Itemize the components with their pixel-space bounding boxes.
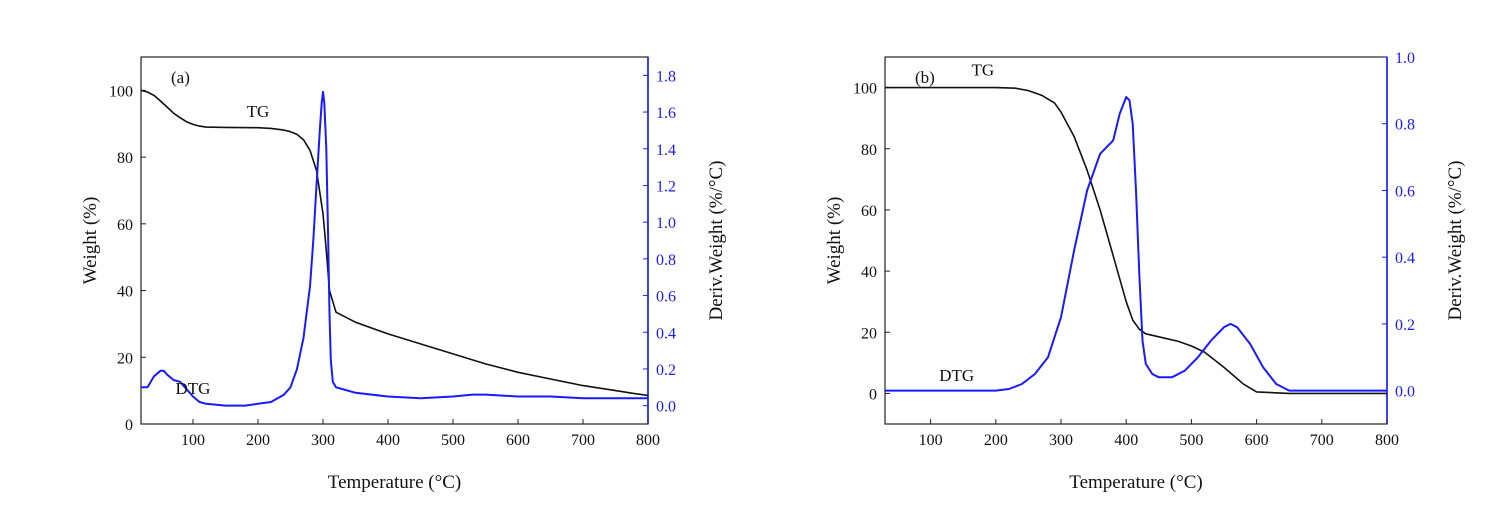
y-tick-label: 0: [125, 417, 133, 434]
x-tick-label: 200: [984, 432, 1008, 449]
y-tick-label: 40: [117, 284, 133, 301]
annotation-tg: TG: [247, 102, 270, 121]
y-right-tick-label: 0.2: [656, 362, 676, 379]
y-tick-label: 60: [117, 217, 133, 234]
y-right-tick-label: 0.4: [656, 325, 676, 342]
y-tick-label: 80: [117, 150, 133, 167]
x-tick-label: 200: [246, 432, 270, 449]
y-tick-label: 100: [109, 83, 133, 100]
x-tick-label: 300: [1049, 432, 1073, 449]
x-axis-label: Temperature (°C): [328, 472, 461, 493]
y-right-tick-label: 0.4: [1395, 250, 1415, 267]
series-line-tg: [885, 86, 1387, 395]
y-tick-label: 60: [861, 203, 877, 220]
x-tick-label: 500: [1179, 432, 1203, 449]
y-right-tick-label: 1.0: [1395, 50, 1415, 67]
chart-panel-a: 100 200 300 400 500 600 700 800 0 20 40 60 80 100 0.0 0…: [80, 56, 727, 493]
x-tick-label: 700: [1310, 432, 1334, 449]
y-tick-label: 0: [869, 386, 877, 403]
panel-label: (b): [915, 68, 935, 87]
y-right-tick-label: 1.4: [656, 142, 676, 159]
y-tick-label: 20: [117, 350, 133, 367]
x-tick-label: 400: [376, 432, 400, 449]
series-line-dtg: [885, 96, 1387, 392]
y-right-tick-label: 1.0: [656, 215, 676, 232]
y-right-tick-label: 1.8: [656, 68, 676, 85]
y-right-tick-label: 0.8: [1395, 117, 1415, 134]
y-right-axis-label: Deriv.Weight (%/°C): [706, 161, 727, 321]
annotation-dtg: DTG: [176, 379, 211, 398]
y-tick-label: 20: [861, 325, 877, 342]
y-right-tick-label: 1.2: [656, 178, 676, 195]
x-tick-label: 600: [1245, 432, 1269, 449]
y-tick-label: 80: [861, 142, 877, 159]
x-tick-label: 800: [636, 432, 660, 449]
series-line-tg: [140, 89, 649, 397]
y-right-axis-label: Deriv.Weight (%/°C): [1445, 161, 1466, 321]
y-right-tick-label: 0.6: [656, 289, 676, 306]
y-right-tick-label: 0.2: [1395, 317, 1415, 334]
x-tick-label: 500: [441, 432, 465, 449]
y-right-tick-label: 0.8: [656, 252, 676, 269]
annotation-tg: TG: [971, 60, 994, 79]
x-tick-label: 800: [1375, 432, 1399, 449]
y-right-tick-label: 0.0: [1395, 384, 1415, 401]
chart-panel-b: 100 200 300 400 500 600 700 800 0 20 40 60 80 100 0.0 0…: [824, 50, 1466, 493]
plot-frame: [140, 56, 649, 425]
series-line-dtg: [141, 90, 648, 407]
x-axis-label: Temperature (°C): [1069, 472, 1202, 493]
y-right-tick-label: 0.6: [1395, 183, 1415, 200]
panel-label: (a): [171, 68, 190, 87]
y-axis-label: Weight (%): [80, 197, 101, 285]
y-tick-label: 40: [861, 264, 877, 281]
y-tick-label: 100: [853, 81, 877, 98]
y-axis-label: Weight (%): [824, 197, 845, 285]
y-right-tick-label: 0.0: [656, 399, 676, 416]
y-right-tick-label: 1.6: [656, 105, 676, 122]
x-tick-label: 100: [181, 432, 205, 449]
x-tick-label: 600: [506, 432, 530, 449]
annotation-dtg: DTG: [939, 366, 974, 385]
x-tick-label: 400: [1114, 432, 1138, 449]
x-tick-label: 300: [311, 432, 335, 449]
x-tick-label: 700: [571, 432, 595, 449]
x-tick-label: 100: [919, 432, 943, 449]
